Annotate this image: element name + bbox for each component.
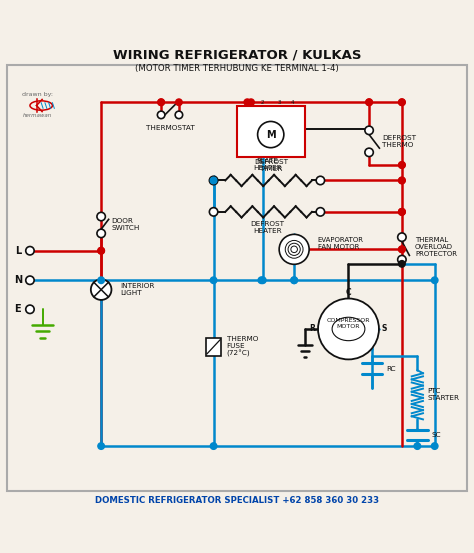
Circle shape: [399, 161, 405, 168]
Circle shape: [257, 122, 284, 148]
Circle shape: [210, 177, 217, 184]
Circle shape: [365, 126, 374, 134]
Text: PLATE
HEATER: PLATE HEATER: [253, 158, 282, 171]
Text: 3: 3: [277, 100, 281, 105]
Circle shape: [399, 246, 405, 253]
Circle shape: [431, 443, 438, 450]
Text: INTERIOR
LIGHT: INTERIOR LIGHT: [120, 283, 154, 296]
Circle shape: [398, 233, 406, 241]
Text: 1: 1: [246, 100, 249, 105]
Text: (MOTOR TIMER TERHUBUNG KE TERMINAL 1-4): (MOTOR TIMER TERHUBUNG KE TERMINAL 1-4): [135, 64, 339, 73]
Circle shape: [316, 176, 325, 185]
Circle shape: [291, 277, 297, 284]
Circle shape: [318, 299, 379, 359]
Circle shape: [399, 208, 405, 215]
Text: S: S: [382, 325, 387, 333]
Text: L: L: [15, 246, 21, 255]
Circle shape: [414, 443, 420, 450]
Text: RC: RC: [386, 366, 396, 372]
Text: M: M: [266, 129, 275, 139]
Text: EVAPORATOR
FAN MOTOR: EVAPORATOR FAN MOTOR: [318, 237, 364, 250]
Circle shape: [258, 277, 264, 284]
Text: 4: 4: [291, 100, 294, 105]
Circle shape: [279, 234, 309, 264]
Text: THERMOSTAT: THERMOSTAT: [146, 125, 194, 131]
Text: COMPRESSOR
MOTOR: COMPRESSOR MOTOR: [327, 318, 370, 328]
Circle shape: [210, 443, 217, 450]
Circle shape: [91, 279, 111, 300]
Circle shape: [399, 177, 405, 184]
Circle shape: [399, 99, 405, 106]
Circle shape: [210, 207, 218, 216]
Bar: [237, 107, 305, 157]
Text: THERMAL
OVERLOAD
PROTECTOR: THERMAL OVERLOAD PROTECTOR: [415, 237, 457, 258]
Circle shape: [26, 276, 34, 284]
Text: WIRING REFRIGERATOR / KULKAS: WIRING REFRIGERATOR / KULKAS: [113, 49, 361, 62]
Circle shape: [175, 111, 182, 119]
Circle shape: [399, 208, 405, 215]
Circle shape: [366, 99, 373, 106]
Text: 2: 2: [261, 100, 264, 105]
Text: hermawan: hermawan: [23, 113, 53, 118]
Text: DEFROST
THERMO: DEFROST THERMO: [382, 135, 416, 148]
Circle shape: [97, 212, 105, 221]
Circle shape: [176, 99, 182, 106]
Text: E: E: [14, 304, 21, 314]
Text: drawn by:: drawn by:: [22, 92, 54, 97]
Text: C: C: [346, 289, 351, 298]
Circle shape: [399, 208, 405, 215]
Circle shape: [98, 443, 104, 450]
Circle shape: [399, 260, 405, 267]
Circle shape: [316, 207, 325, 216]
Circle shape: [244, 99, 251, 106]
Text: DEFROST
HEATER: DEFROST HEATER: [250, 221, 284, 234]
Text: DEFROST
TIMER: DEFROST TIMER: [254, 159, 288, 173]
Circle shape: [399, 99, 405, 106]
Circle shape: [210, 277, 217, 284]
Circle shape: [366, 99, 373, 106]
Circle shape: [210, 176, 218, 185]
Circle shape: [291, 277, 297, 284]
FancyBboxPatch shape: [206, 338, 221, 356]
Circle shape: [365, 148, 374, 156]
Circle shape: [431, 277, 438, 284]
Circle shape: [399, 246, 405, 253]
Circle shape: [97, 229, 105, 238]
Circle shape: [158, 99, 164, 106]
Circle shape: [98, 277, 104, 284]
Circle shape: [399, 161, 405, 168]
Circle shape: [398, 255, 406, 264]
Circle shape: [158, 99, 164, 106]
Text: R: R: [310, 325, 315, 333]
Circle shape: [26, 305, 34, 314]
Text: DOMESTIC REFRIGERATOR SPECIALIST +62 858 360 30 233: DOMESTIC REFRIGERATOR SPECIALIST +62 858…: [95, 496, 379, 505]
Circle shape: [98, 247, 104, 254]
Text: N: N: [14, 275, 22, 285]
Circle shape: [259, 277, 266, 284]
Circle shape: [26, 247, 34, 255]
Circle shape: [98, 247, 104, 254]
Circle shape: [157, 111, 165, 119]
Circle shape: [399, 177, 405, 184]
Text: DOOR
SWITCH: DOOR SWITCH: [111, 218, 140, 232]
Text: PTC
STARTER: PTC STARTER: [428, 388, 460, 401]
Text: THERMO
FUSE
(72°C): THERMO FUSE (72°C): [227, 336, 258, 357]
Text: SC: SC: [431, 432, 441, 439]
Circle shape: [248, 99, 255, 106]
